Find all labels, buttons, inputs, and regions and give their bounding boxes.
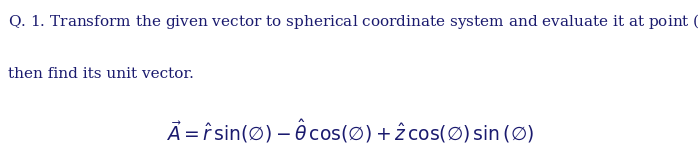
Text: Q. 1. Transform the given vector to spherical coordinate system and evaluate it : Q. 1. Transform the given vector to sphe… bbox=[8, 12, 700, 35]
Text: then find its unit vector.: then find its unit vector. bbox=[8, 67, 195, 81]
Text: $\vec{A} = \hat{r}\,\mathrm{sin}(\varnothing) - \hat{\theta}\,\mathrm{cos}(\varn: $\vec{A} = \hat{r}\,\mathrm{sin}(\varnot… bbox=[166, 117, 534, 145]
